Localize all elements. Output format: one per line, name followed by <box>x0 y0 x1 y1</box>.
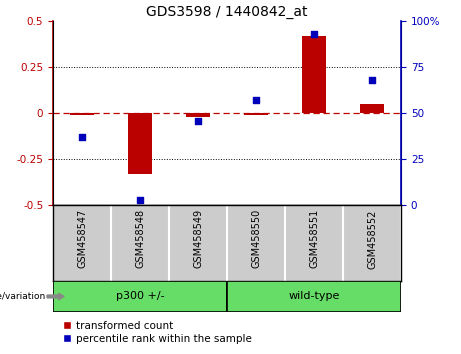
Text: GSM458547: GSM458547 <box>77 209 87 268</box>
Bar <box>129 113 152 174</box>
Point <box>252 98 260 103</box>
Bar <box>71 113 94 115</box>
Bar <box>361 104 384 113</box>
Text: GSM458551: GSM458551 <box>309 209 319 268</box>
Text: GSM458548: GSM458548 <box>135 209 145 268</box>
Bar <box>53 281 227 312</box>
Bar <box>227 281 401 312</box>
Point <box>310 31 318 37</box>
Text: p300 +/-: p300 +/- <box>116 291 164 302</box>
Text: genotype/variation: genotype/variation <box>0 292 46 301</box>
Bar <box>186 113 210 117</box>
Bar <box>244 113 268 115</box>
Bar <box>302 36 325 113</box>
Text: GSM458550: GSM458550 <box>251 209 261 268</box>
Point <box>136 197 144 202</box>
Legend: transformed count, percentile rank within the sample: transformed count, percentile rank withi… <box>58 317 256 348</box>
Text: GSM458552: GSM458552 <box>367 209 377 268</box>
Point <box>368 77 376 83</box>
Text: wild-type: wild-type <box>289 291 340 302</box>
Title: GDS3598 / 1440842_at: GDS3598 / 1440842_at <box>146 5 308 19</box>
Point <box>78 135 86 140</box>
Text: GSM458549: GSM458549 <box>193 209 203 268</box>
Point <box>195 118 202 124</box>
